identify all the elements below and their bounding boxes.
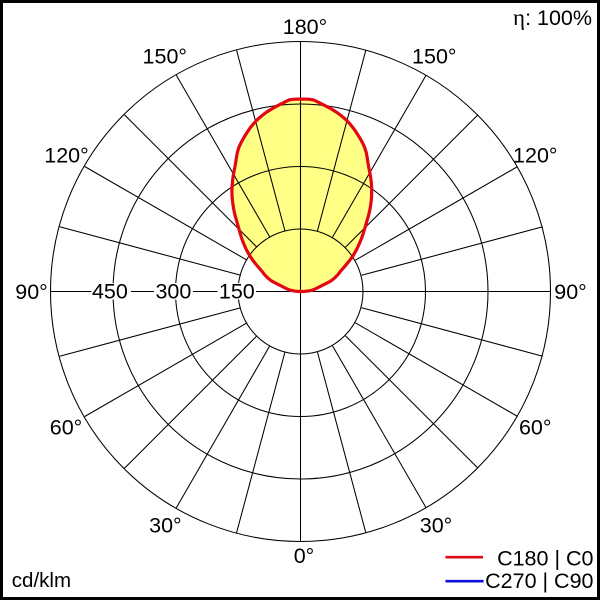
svg-text:150: 150 bbox=[219, 279, 255, 303]
svg-text:0°: 0° bbox=[294, 544, 315, 568]
svg-text:150°: 150° bbox=[412, 44, 456, 68]
svg-text:C270 | C90: C270 | C90 bbox=[485, 569, 593, 593]
svg-text:120°: 120° bbox=[513, 144, 557, 168]
svg-text:60°: 60° bbox=[519, 415, 552, 439]
svg-text:120°: 120° bbox=[44, 144, 88, 168]
svg-text:90°: 90° bbox=[15, 280, 48, 304]
svg-text:300: 300 bbox=[155, 279, 191, 303]
svg-text:450: 450 bbox=[92, 279, 128, 303]
svg-text:90°: 90° bbox=[554, 280, 587, 304]
svg-text:60°: 60° bbox=[50, 415, 83, 439]
svg-text:180°: 180° bbox=[283, 15, 327, 39]
svg-text:30°: 30° bbox=[420, 513, 453, 537]
svg-text:η: 100%: η: 100% bbox=[513, 5, 592, 30]
svg-text:cd/klm: cd/klm bbox=[12, 569, 71, 592]
svg-text:150°: 150° bbox=[143, 44, 187, 68]
svg-text:C180 | C0: C180 | C0 bbox=[497, 547, 593, 571]
svg-text:30°: 30° bbox=[149, 513, 182, 537]
